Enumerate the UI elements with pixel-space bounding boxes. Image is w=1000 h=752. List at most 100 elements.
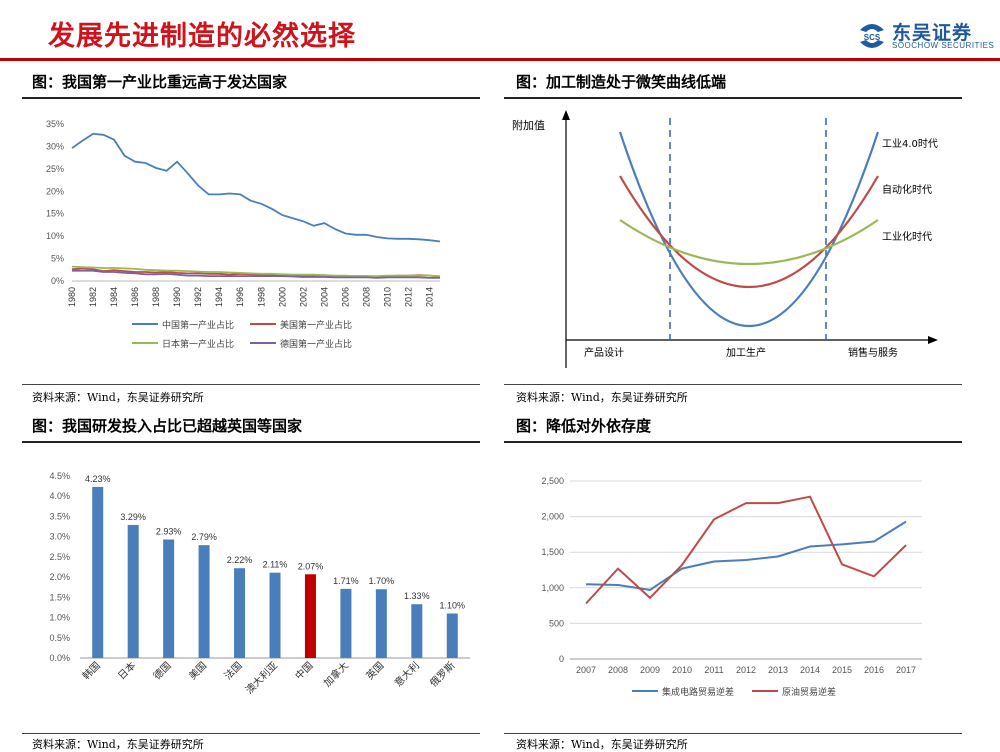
- x-tick-label: 2000: [277, 287, 287, 307]
- y-tick-label: 2,000: [541, 512, 564, 522]
- series-line-0: [585, 520, 907, 591]
- x-tick-label: 2002: [298, 287, 308, 307]
- panel3-top-rule: [22, 441, 480, 443]
- legend-label-0: 中国第一产业占比: [162, 319, 234, 331]
- y-tick-label: 25%: [46, 164, 64, 174]
- panel3-bottom-rule: [22, 733, 480, 734]
- panel2-title: 图：加工制造处于微笑曲线低端: [516, 73, 727, 91]
- x-tick-label: 法国: [221, 659, 244, 682]
- x-tick-label: 2017: [896, 665, 916, 675]
- y-tick-label: 0%: [51, 276, 64, 286]
- x-tick-label: 2012: [403, 287, 413, 307]
- x-tick-label: 1996: [235, 287, 245, 307]
- x-tick-label: 2007: [576, 665, 596, 675]
- panel2-bottom-rule: [504, 384, 962, 385]
- panel1-title: 图：我国第一产业比重远高于发达国家: [32, 73, 288, 91]
- smile-y-arrow: [562, 110, 570, 120]
- series-line-3: [72, 269, 440, 279]
- y-tick-label: 0.0%: [49, 653, 70, 663]
- x-tick-label: 2008: [608, 665, 628, 675]
- panel1-top-rule: [22, 97, 480, 99]
- x-tick-label: 中国: [292, 659, 315, 682]
- x-tick-label: 2006: [340, 287, 350, 307]
- bar-value-label: 2.11%: [263, 560, 288, 570]
- x-tick-label: 1992: [193, 287, 203, 307]
- soochow-logo-icon: SCS: [860, 24, 884, 48]
- y-tick-label: 15%: [46, 209, 64, 219]
- x-tick-label: 1982: [88, 287, 98, 307]
- brand-name-cn: 东吴证券: [892, 22, 973, 44]
- bar-10: [446, 613, 458, 658]
- legend-label-2: 日本第一产业占比: [162, 338, 234, 350]
- bar-0: [92, 486, 104, 658]
- series-line-2: [71, 265, 441, 278]
- y-tick-label: 1.5%: [49, 592, 70, 602]
- chart-rd-investment: 0.0% 0.5% 1.0% 1.5% 2.0% 2.5% 3.0% 3.5% 4.0% 4.5%…: [49, 471, 470, 696]
- panel1-source: 资料来源：Wind，东吴证券研究所: [32, 391, 204, 404]
- y-tick-label: 20%: [46, 186, 64, 196]
- y-tick-label: 1,000: [541, 583, 564, 593]
- legend-label-0: 集成电路贸易逆差: [662, 686, 734, 698]
- bar-value-label: 2.79%: [191, 532, 217, 542]
- x-tick-label: 日本: [115, 659, 138, 682]
- panel4-top-rule: [504, 441, 962, 443]
- x-tick-label: 1994: [214, 287, 224, 307]
- x-tick-label: 2010: [672, 665, 692, 675]
- smile-x-label-design: 产品设计: [584, 346, 624, 359]
- x-tick-label: 2010: [382, 287, 392, 307]
- x-tick-label: 2009: [640, 665, 660, 675]
- y-tick-label: 0.5%: [49, 633, 70, 643]
- y-tick-label: 2.5%: [49, 552, 70, 562]
- y-tick-label: 1,500: [541, 547, 564, 557]
- panel4-source: 资料来源：Wind，东吴证券研究所: [516, 738, 688, 751]
- x-tick-label: 1980: [67, 287, 77, 307]
- smile-curve-industrialization: [619, 219, 879, 266]
- y-tick-label: 0: [559, 654, 564, 664]
- x-tick-label: 2011: [704, 665, 723, 675]
- x-tick-label: 韩国: [80, 659, 103, 682]
- panel3-title: 图：我国研发投入占比已超越英国等国家: [32, 417, 303, 435]
- smile-label-automation: 自动化时代: [882, 183, 932, 196]
- panel2-top-rule: [504, 97, 962, 99]
- bar-1: [127, 524, 139, 658]
- chart-smile-curve: 附加值 工业4.0时代 自动化时代 工业化时代 产品设计 加工生产 销售与服务: [512, 110, 938, 368]
- smile-x-label-production: 加工生产: [726, 346, 766, 359]
- x-tick-label: 2016: [864, 665, 884, 675]
- panel4-title: 图：降低对外依存度: [516, 417, 652, 435]
- legend-label-1: 原油贸易逆差: [782, 686, 836, 698]
- x-tick-label: 2012: [736, 665, 756, 675]
- x-tick-label: 俄罗斯: [427, 659, 457, 689]
- smile-x-arrow: [928, 336, 938, 344]
- x-tick-label: 2004: [319, 287, 329, 307]
- bar-value-label: 3.29%: [120, 512, 146, 522]
- bar-value-label: 2.07%: [298, 561, 324, 571]
- smile-curve-automation: [619, 175, 879, 288]
- x-tick-label: 澳大利亚: [243, 659, 280, 696]
- page-title: 发展先进制造的必然选择: [48, 21, 356, 52]
- chart-primary-industry-share: 0% 5% 10% 15% 20% 25% 30% 35% 1980 1982 1984 1986 19…: [46, 119, 441, 350]
- series-line-0: [71, 132, 441, 243]
- x-tick-label: 1986: [130, 287, 140, 307]
- y-tick-label: 2,500: [541, 476, 564, 486]
- y-tick-label: 35%: [46, 119, 64, 129]
- smile-label-industrialization: 工业化时代: [882, 230, 932, 243]
- bar-value-label: 2.22%: [227, 555, 253, 565]
- panel1-bottom-rule: [22, 384, 480, 385]
- y-tick-label: 3.0%: [49, 532, 70, 542]
- x-tick-label: 2014: [800, 665, 820, 675]
- bar-value-label: 1.70%: [369, 576, 395, 586]
- x-tick-label: 2014: [424, 287, 434, 307]
- smile-curve-industry40: [618, 131, 880, 328]
- y-tick-label: 3.5%: [49, 511, 70, 521]
- bar-value-label: 2.93%: [156, 526, 182, 536]
- x-tick-label: 1998: [256, 287, 266, 307]
- panel4-bottom-rule: [504, 733, 962, 734]
- panel2-source: 资料来源：Wind，东吴证券研究所: [516, 391, 688, 404]
- y-tick-label: 30%: [46, 141, 64, 151]
- bar-value-label: 1.71%: [333, 576, 359, 586]
- x-tick-label: 美国: [186, 659, 209, 682]
- chart-trade-deficit: 0 500 1,000 1,500 2,000 2,500 2007 2008 2009 2010…: [541, 476, 922, 698]
- bar-7: [340, 588, 352, 658]
- bar-9: [411, 604, 423, 658]
- x-tick-label: 英国: [363, 659, 386, 682]
